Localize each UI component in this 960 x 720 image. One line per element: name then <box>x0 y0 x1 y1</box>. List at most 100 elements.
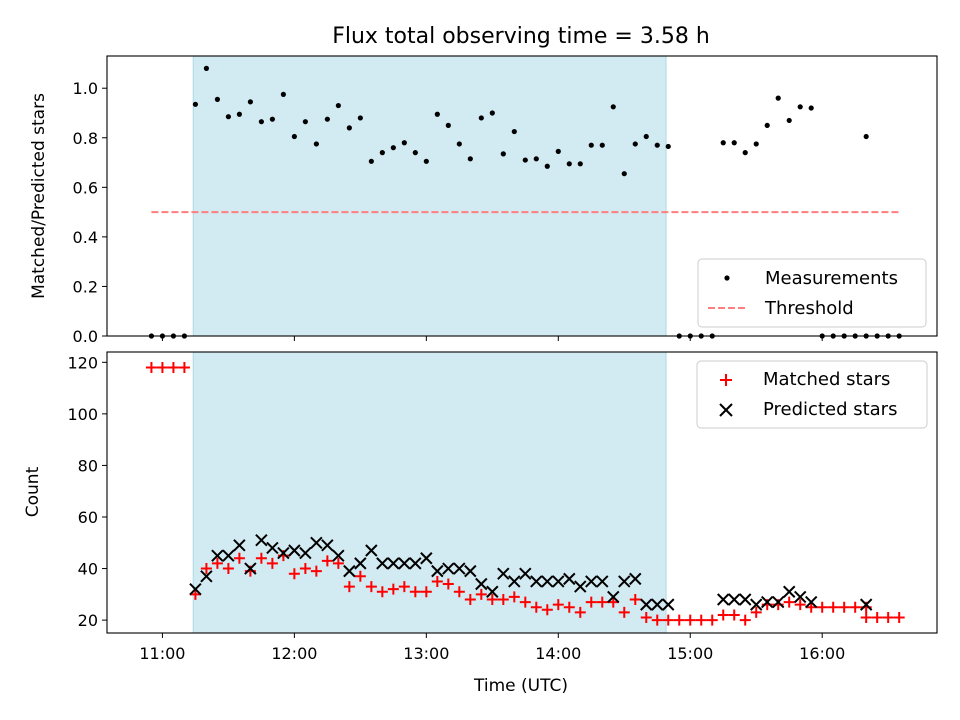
predicted-star-point <box>629 572 642 586</box>
predicted-star-point <box>772 595 785 609</box>
measurement-point <box>412 150 418 156</box>
matched-star-point <box>288 568 300 580</box>
x-tick-label: 12:00 <box>271 644 317 663</box>
measurement-point <box>511 128 517 135</box>
measurement-point <box>786 117 792 124</box>
matched-star-point <box>365 581 377 593</box>
axes-frame <box>106 351 938 634</box>
measurement-point <box>357 115 363 121</box>
axes-frame <box>106 55 938 337</box>
predicted-star-point <box>354 557 367 570</box>
predicted-star-point <box>255 533 268 547</box>
matched-star-point <box>321 555 333 567</box>
matched-star-point <box>420 586 432 598</box>
observing-window-shade <box>192 55 667 337</box>
measurement-point <box>302 119 308 125</box>
predicted-star-point <box>321 539 334 552</box>
measurement-point <box>753 141 759 147</box>
measurement-point <box>566 161 572 167</box>
measurement-point <box>269 116 275 122</box>
measurement-point <box>478 115 484 121</box>
matched-star-point <box>607 596 619 608</box>
predicted-star-point <box>464 564 477 578</box>
matched-star-point <box>310 565 322 577</box>
measurement-point <box>764 122 770 128</box>
matched-star-point <box>266 557 278 569</box>
measurement-point <box>291 133 297 140</box>
matched-star-point <box>662 614 674 626</box>
predicted-star-point <box>859 598 873 611</box>
matched-star-point <box>552 599 564 611</box>
legend-predicted-label: Predicted stars <box>763 399 897 420</box>
predicted-star-point <box>717 593 730 606</box>
predicted-star-point <box>552 575 565 588</box>
measurement-point <box>731 140 737 146</box>
predicted-star-point <box>398 557 411 570</box>
matched-star-point <box>629 593 641 605</box>
matched-star-point <box>156 361 168 373</box>
matched-star-point <box>717 609 729 621</box>
measurement-point <box>434 111 440 117</box>
matched-star-point <box>200 563 212 575</box>
predicted-star-point <box>211 549 224 562</box>
matched-star-point <box>519 596 531 608</box>
matched-star-point <box>233 552 245 564</box>
predicted-star-point <box>530 575 543 588</box>
measurement-point <box>313 141 319 147</box>
measurement-point <box>258 119 264 125</box>
predicted-star-point <box>728 593 741 606</box>
measurement-point <box>797 104 803 110</box>
matched-star-point <box>871 612 883 624</box>
matched-star-point <box>849 601 861 613</box>
matched-star-point <box>827 601 839 613</box>
predicted-star-point <box>563 572 576 586</box>
predicted-star-point <box>739 593 752 606</box>
predicted-star-point <box>277 546 290 560</box>
matched-star-point <box>508 591 520 603</box>
measurement-point <box>654 142 660 148</box>
y-tick-label: 20 <box>78 611 98 630</box>
predicted-star-point <box>222 549 235 562</box>
predicted-star-point <box>365 544 378 557</box>
y-tick-label: 80 <box>78 456 98 475</box>
predicted-star-point <box>288 544 301 557</box>
matched-star-point <box>816 601 828 613</box>
measurement-point <box>489 110 495 116</box>
measurement-point <box>577 161 583 167</box>
matched-star-point <box>398 581 410 593</box>
x-tick-label: 14:00 <box>535 644 581 663</box>
flux-ratio-panel: 0.0 0.2 0.4 0.6 0.8 1.0 <box>73 55 938 346</box>
measurement-point <box>500 151 506 157</box>
measurement-point <box>643 133 649 140</box>
predicted-star-point <box>244 562 257 575</box>
matched-star-point <box>783 596 795 608</box>
predicted-star-point <box>662 598 675 611</box>
predicted-star-point <box>453 562 466 575</box>
measurement-point <box>742 150 748 156</box>
x-axis-label: Time (UTC) <box>473 676 568 696</box>
measurement-point <box>863 133 869 140</box>
measurement-point <box>346 125 352 131</box>
predicted-star-point <box>200 570 213 583</box>
predicted-star-point <box>793 590 807 604</box>
predicted-star-point <box>640 598 653 611</box>
matched-star-point <box>574 606 586 618</box>
predicted-star-point <box>431 564 444 578</box>
predicted-star-point <box>508 575 521 588</box>
predicted-star-point <box>299 546 312 560</box>
measurement-point <box>456 141 462 147</box>
measurement-point <box>632 141 638 147</box>
bottom-legend: Matched stars Predicted stars <box>696 360 928 429</box>
predicted-star-point <box>618 575 631 588</box>
measurement-point <box>467 156 473 162</box>
matched-star-point <box>475 588 487 600</box>
matched-star-point <box>442 578 454 590</box>
matched-star-point <box>585 596 597 608</box>
measurement-point <box>445 122 451 128</box>
matched-star-point <box>651 614 663 626</box>
measurement-point <box>610 104 616 110</box>
top-y-axis-label: Matched/Predicted stars <box>29 93 49 299</box>
matched-star-point <box>805 601 817 613</box>
x-tick-label: 16:00 <box>799 644 845 663</box>
y-tick-label: 120 <box>67 353 98 372</box>
